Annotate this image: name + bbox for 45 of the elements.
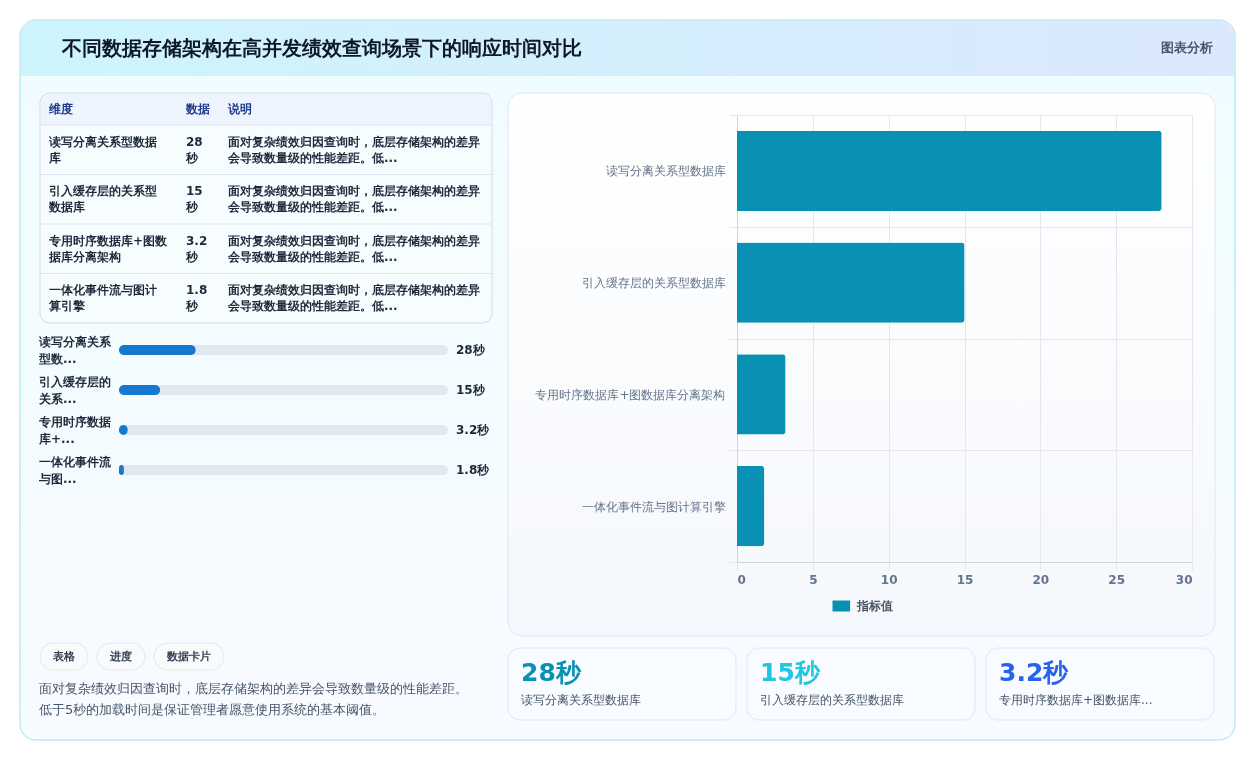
y-tick-label: 一体化事件流与图... [38, 454, 112, 486]
text: 面对复杂绩效归因查询时，底层存储架构的差异会导致数量级的性能差距。低... [227, 184, 480, 215]
data-label: 28秒 [456, 343, 486, 357]
x-tick-label: 5 [809, 572, 818, 587]
y-tick-label: 读写分离关系型数... [38, 334, 112, 366]
y-tick-label: 引入缓存层的关系型数据库 [581, 276, 726, 291]
y-tick-label: 专用时序数据库+... [38, 414, 111, 446]
text: 维度 [48, 102, 73, 116]
text: 图表分析 [1161, 40, 1213, 55]
data-label: 3.2秒 [456, 423, 491, 437]
legend-label: 指标值 [856, 599, 894, 613]
text: 3.2秒 [186, 233, 208, 264]
y-tick-label: 读写分离关系型数据库 [605, 164, 726, 179]
text: 1.8秒 [186, 283, 208, 314]
data-label: 15秒 [456, 383, 486, 397]
text: 15秒 [186, 184, 203, 215]
text: 28秒 [186, 134, 203, 165]
x-tick-label: 25 [1108, 572, 1126, 587]
text: 说明 [227, 102, 252, 116]
text: 28秒 [521, 658, 581, 687]
text: 不同数据存储架构在高并发绩效查询场景下的响应时间对比 [61, 36, 582, 60]
y-tick-label: 专用时序数据库+图数据库分离架构 [535, 387, 726, 402]
x-tick-label: 0 [737, 572, 746, 587]
category-label: 读写分离关系型数据库 [521, 693, 641, 707]
text: 面对复杂绩效归因查询时，底层存储架构的差异会导致数量级的性能差距。低于5秒的加载时间是保证管理者愿意使用系统的基本阈值。 [39, 681, 468, 717]
text: 表格 [52, 649, 76, 663]
category-label: 专用时序数据库+图数据库... [999, 693, 1153, 707]
category-label: 引入缓存层的关系型数据库 [760, 693, 904, 707]
text: 进度 [109, 649, 132, 663]
x-tick-label: 30 [1175, 572, 1193, 587]
data-label: 1.8秒 [456, 463, 491, 477]
y-tick-label: 引入缓存层的关系... [38, 374, 111, 406]
y-tick-label: 一体化事件流与图计算引擎 [581, 499, 726, 514]
x-tick-label: 20 [1032, 572, 1050, 587]
x-tick-label: 15 [956, 572, 974, 587]
text: 面对复杂绩效归因查询时，底层存储架构的差异会导致数量级的性能差距。低... [227, 233, 480, 264]
text: 面对复杂绩效归因查询时，底层存储架构的差异会导致数量级的性能差距。低... [227, 283, 480, 314]
text: 数据 [185, 102, 210, 116]
text: 15秒 [760, 658, 820, 687]
text: 面对复杂绩效归因查询时，底层存储架构的差异会导致数量级的性能差距。低... [227, 134, 480, 165]
text: 数据卡片 [166, 649, 211, 663]
x-tick-label: 10 [880, 572, 898, 587]
bar [119, 385, 161, 395]
bar [119, 345, 196, 355]
text: 3.2秒 [999, 658, 1069, 687]
